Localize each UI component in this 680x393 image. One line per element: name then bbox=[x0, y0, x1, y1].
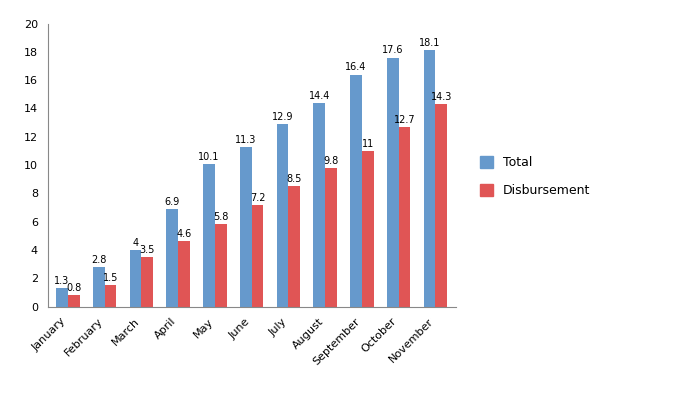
Bar bbox=[240, 147, 252, 307]
Text: 18.1: 18.1 bbox=[419, 39, 440, 48]
Bar bbox=[362, 151, 373, 307]
Bar bbox=[203, 163, 215, 307]
Text: 3.5: 3.5 bbox=[139, 245, 155, 255]
Bar bbox=[215, 224, 226, 307]
Text: 4: 4 bbox=[133, 238, 139, 248]
Text: 1.3: 1.3 bbox=[54, 276, 69, 286]
Bar bbox=[167, 209, 178, 307]
Bar bbox=[141, 257, 153, 307]
Bar bbox=[178, 241, 190, 307]
Bar bbox=[435, 104, 447, 307]
Text: 11.3: 11.3 bbox=[235, 134, 256, 145]
Text: 2.8: 2.8 bbox=[91, 255, 106, 265]
Text: 7.2: 7.2 bbox=[250, 193, 265, 202]
Bar bbox=[288, 186, 300, 307]
Text: 8.5: 8.5 bbox=[286, 174, 302, 184]
Bar bbox=[105, 285, 116, 307]
Bar bbox=[92, 267, 105, 307]
Legend: Total, Disbursement: Total, Disbursement bbox=[475, 151, 595, 202]
Bar bbox=[130, 250, 141, 307]
Bar bbox=[424, 50, 435, 307]
Text: 14.4: 14.4 bbox=[309, 91, 330, 101]
Text: 1.5: 1.5 bbox=[103, 273, 118, 283]
Text: 17.6: 17.6 bbox=[382, 46, 403, 55]
Bar bbox=[313, 103, 325, 307]
Text: 9.8: 9.8 bbox=[324, 156, 339, 166]
Bar bbox=[68, 295, 80, 307]
Text: 11: 11 bbox=[362, 139, 374, 149]
Bar bbox=[252, 205, 263, 307]
Text: 5.8: 5.8 bbox=[213, 212, 228, 222]
Bar bbox=[277, 124, 288, 307]
Text: 16.4: 16.4 bbox=[345, 62, 367, 72]
Bar bbox=[387, 57, 398, 307]
Text: 6.9: 6.9 bbox=[165, 197, 180, 207]
Text: 0.8: 0.8 bbox=[66, 283, 82, 293]
Text: 12.9: 12.9 bbox=[272, 112, 293, 122]
Bar bbox=[350, 75, 362, 307]
Text: 10.1: 10.1 bbox=[199, 152, 220, 162]
Bar bbox=[398, 127, 411, 307]
Text: 4.6: 4.6 bbox=[176, 230, 192, 239]
Bar bbox=[325, 168, 337, 307]
Bar bbox=[56, 288, 68, 307]
Text: 14.3: 14.3 bbox=[430, 92, 452, 102]
Text: 12.7: 12.7 bbox=[394, 115, 415, 125]
